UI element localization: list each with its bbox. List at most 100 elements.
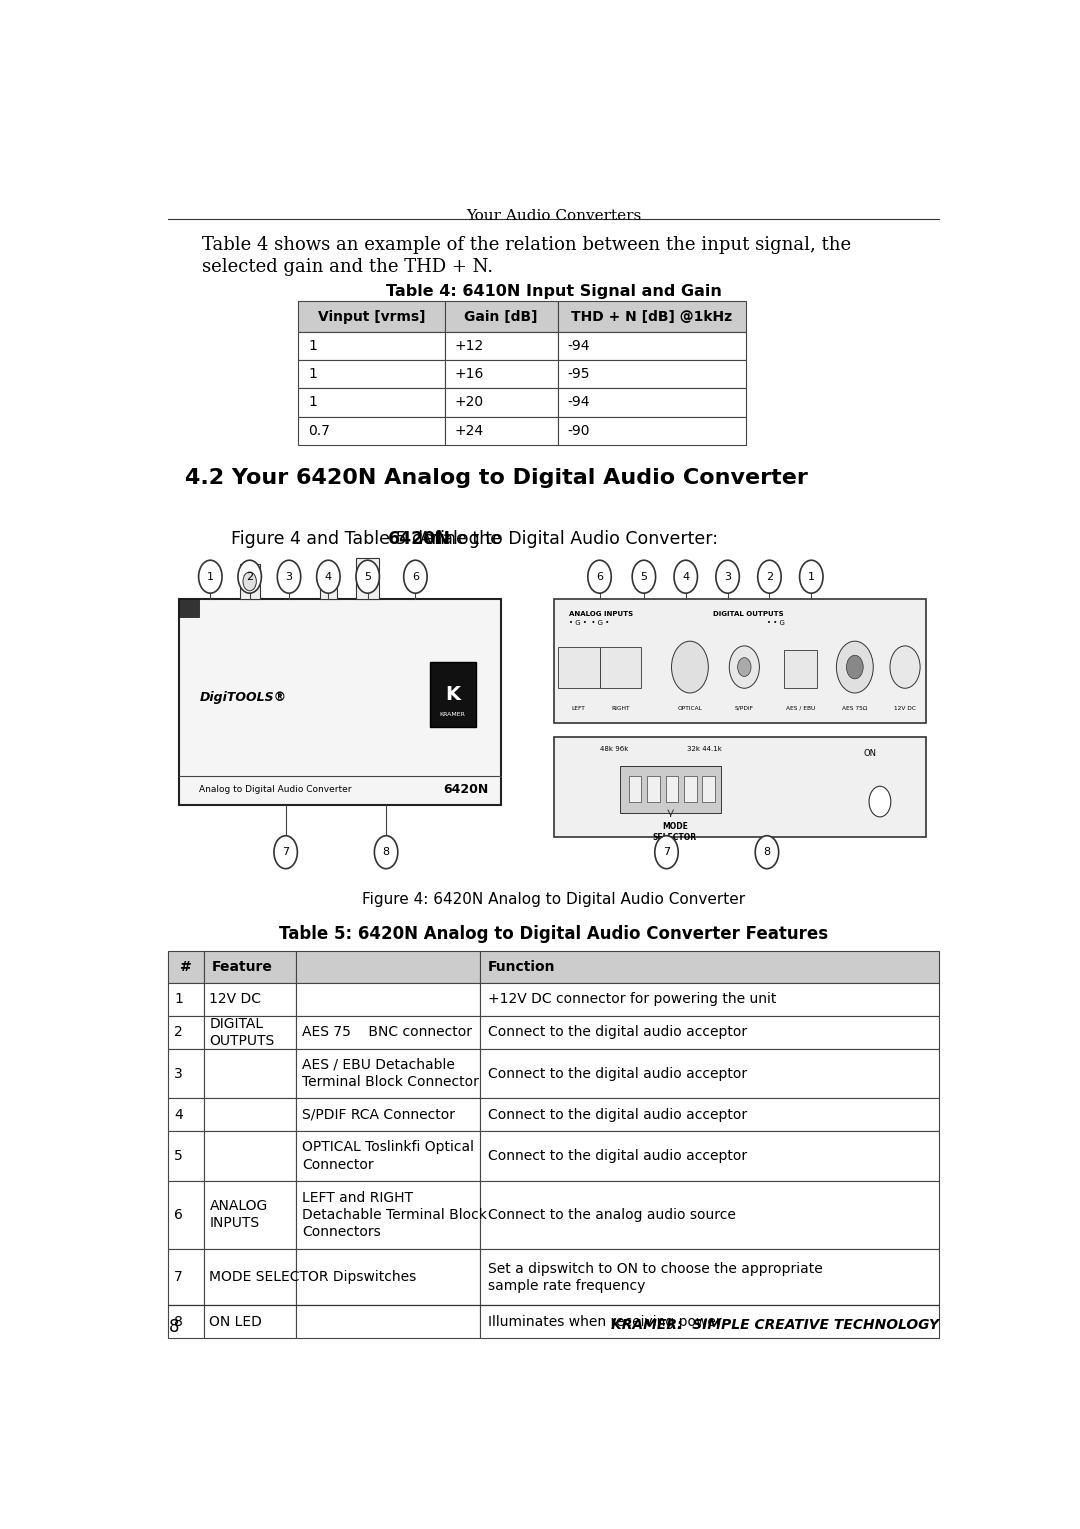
- FancyBboxPatch shape: [168, 951, 204, 983]
- FancyBboxPatch shape: [178, 599, 501, 806]
- Text: OPTICAL: OPTICAL: [677, 706, 702, 711]
- Text: selected gain and the THD + N.: selected gain and the THD + N.: [202, 258, 494, 275]
- FancyBboxPatch shape: [204, 1306, 296, 1338]
- Text: 8: 8: [168, 1318, 179, 1336]
- FancyBboxPatch shape: [557, 359, 746, 388]
- Text: 1: 1: [308, 367, 318, 381]
- FancyBboxPatch shape: [298, 416, 445, 445]
- FancyBboxPatch shape: [298, 388, 445, 416]
- Text: S/PDIF: S/PDIF: [734, 706, 754, 711]
- Text: 5: 5: [640, 572, 647, 581]
- FancyBboxPatch shape: [480, 1015, 939, 1049]
- Text: 6: 6: [596, 572, 603, 581]
- FancyBboxPatch shape: [480, 983, 939, 1015]
- Text: Figure 4: 6420N Analog to Digital Audio Converter: Figure 4: 6420N Analog to Digital Audio …: [362, 893, 745, 907]
- FancyBboxPatch shape: [445, 332, 557, 359]
- FancyBboxPatch shape: [557, 416, 746, 445]
- Circle shape: [836, 641, 874, 693]
- FancyBboxPatch shape: [240, 564, 259, 599]
- Text: ANALOG INPUTS: ANALOG INPUTS: [568, 612, 633, 616]
- FancyBboxPatch shape: [168, 1249, 204, 1306]
- Text: 6420N: 6420N: [388, 529, 451, 547]
- FancyBboxPatch shape: [554, 737, 926, 836]
- Text: 4.2 Your 6420N Analog to Digital Audio Converter: 4.2 Your 6420N Analog to Digital Audio C…: [186, 468, 808, 488]
- Circle shape: [404, 560, 427, 593]
- FancyBboxPatch shape: [557, 647, 599, 688]
- FancyBboxPatch shape: [296, 951, 480, 983]
- Text: Set a dipswitch to ON to choose the appropriate
sample rate frequency: Set a dipswitch to ON to choose the appr…: [488, 1261, 823, 1294]
- Text: Connect to the digital audio acceptor: Connect to the digital audio acceptor: [488, 1107, 747, 1122]
- FancyBboxPatch shape: [356, 558, 379, 599]
- FancyBboxPatch shape: [296, 1180, 480, 1249]
- FancyBboxPatch shape: [168, 1049, 204, 1098]
- Text: Feature: Feature: [212, 960, 273, 974]
- FancyBboxPatch shape: [480, 951, 939, 983]
- Text: +16: +16: [455, 367, 484, 381]
- Text: AES / EBU Detachable
Terminal Block Connector: AES / EBU Detachable Terminal Block Conn…: [302, 1058, 480, 1089]
- Circle shape: [588, 560, 611, 593]
- FancyBboxPatch shape: [296, 1306, 480, 1338]
- FancyBboxPatch shape: [296, 1049, 480, 1098]
- Text: 48k 96k: 48k 96k: [599, 746, 627, 752]
- FancyBboxPatch shape: [168, 1015, 204, 1049]
- Text: 7: 7: [174, 1271, 184, 1284]
- FancyBboxPatch shape: [168, 1131, 204, 1180]
- Circle shape: [672, 641, 708, 693]
- FancyBboxPatch shape: [647, 775, 660, 801]
- Text: Gain [dB]: Gain [dB]: [464, 309, 538, 324]
- FancyBboxPatch shape: [204, 1098, 296, 1131]
- Circle shape: [316, 560, 340, 593]
- Text: 3: 3: [724, 572, 731, 581]
- Text: 7: 7: [663, 847, 670, 858]
- Text: 4: 4: [174, 1107, 184, 1122]
- FancyBboxPatch shape: [599, 647, 642, 688]
- Text: • • G: • • G: [767, 621, 785, 627]
- Text: DIGITAL
OUTPUTS: DIGITAL OUTPUTS: [210, 1017, 274, 1047]
- Text: Connect to the digital audio acceptor: Connect to the digital audio acceptor: [488, 1026, 747, 1040]
- Text: ON: ON: [863, 749, 876, 757]
- FancyBboxPatch shape: [204, 1180, 296, 1249]
- FancyBboxPatch shape: [168, 1180, 204, 1249]
- Text: 6: 6: [411, 572, 419, 581]
- Text: DIGITAL OUTPUTS: DIGITAL OUTPUTS: [713, 612, 783, 616]
- FancyBboxPatch shape: [296, 1015, 480, 1049]
- Circle shape: [847, 656, 863, 679]
- Text: Connect to the analog audio source: Connect to the analog audio source: [488, 1208, 737, 1222]
- Text: Table 4 shows an example of the relation between the input signal, the: Table 4 shows an example of the relation…: [202, 237, 851, 254]
- Text: Figure 4 and Table 5 define the 6420N Analog to Digital Audio Converter:: Figure 4 and Table 5 define the 6420N An…: [231, 529, 868, 547]
- Text: 6420N: 6420N: [443, 783, 488, 797]
- FancyBboxPatch shape: [296, 1249, 480, 1306]
- Circle shape: [674, 560, 698, 593]
- FancyBboxPatch shape: [204, 1049, 296, 1098]
- Circle shape: [375, 836, 397, 868]
- FancyBboxPatch shape: [480, 1098, 939, 1131]
- FancyBboxPatch shape: [480, 1049, 939, 1098]
- FancyBboxPatch shape: [296, 1098, 480, 1131]
- Circle shape: [716, 560, 740, 593]
- Text: 1: 1: [174, 992, 184, 1006]
- FancyBboxPatch shape: [445, 359, 557, 388]
- FancyBboxPatch shape: [480, 1180, 939, 1249]
- Text: 5: 5: [364, 572, 372, 581]
- FancyBboxPatch shape: [557, 388, 746, 416]
- Text: -95: -95: [568, 367, 591, 381]
- Text: 8: 8: [174, 1315, 184, 1329]
- FancyBboxPatch shape: [629, 775, 642, 801]
- Circle shape: [199, 560, 222, 593]
- Text: Your Audio Converters: Your Audio Converters: [465, 209, 642, 223]
- Circle shape: [654, 836, 678, 868]
- Circle shape: [890, 645, 920, 688]
- Text: LEFT: LEFT: [571, 706, 585, 711]
- FancyBboxPatch shape: [320, 573, 337, 599]
- Text: AES 75    BNC connector: AES 75 BNC connector: [302, 1026, 472, 1040]
- Text: MODE
SELECTOR: MODE SELECTOR: [652, 821, 697, 841]
- Text: KRAMER:  SIMPLE CREATIVE TECHNOLOGY: KRAMER: SIMPLE CREATIVE TECHNOLOGY: [610, 1318, 939, 1332]
- FancyBboxPatch shape: [204, 1131, 296, 1180]
- Text: ON LED: ON LED: [210, 1315, 262, 1329]
- Text: 32k 44.1k: 32k 44.1k: [688, 746, 723, 752]
- Circle shape: [738, 657, 751, 676]
- Text: 1: 1: [308, 339, 318, 353]
- Text: 12V DC: 12V DC: [894, 706, 916, 711]
- FancyBboxPatch shape: [298, 301, 445, 332]
- Circle shape: [729, 645, 759, 688]
